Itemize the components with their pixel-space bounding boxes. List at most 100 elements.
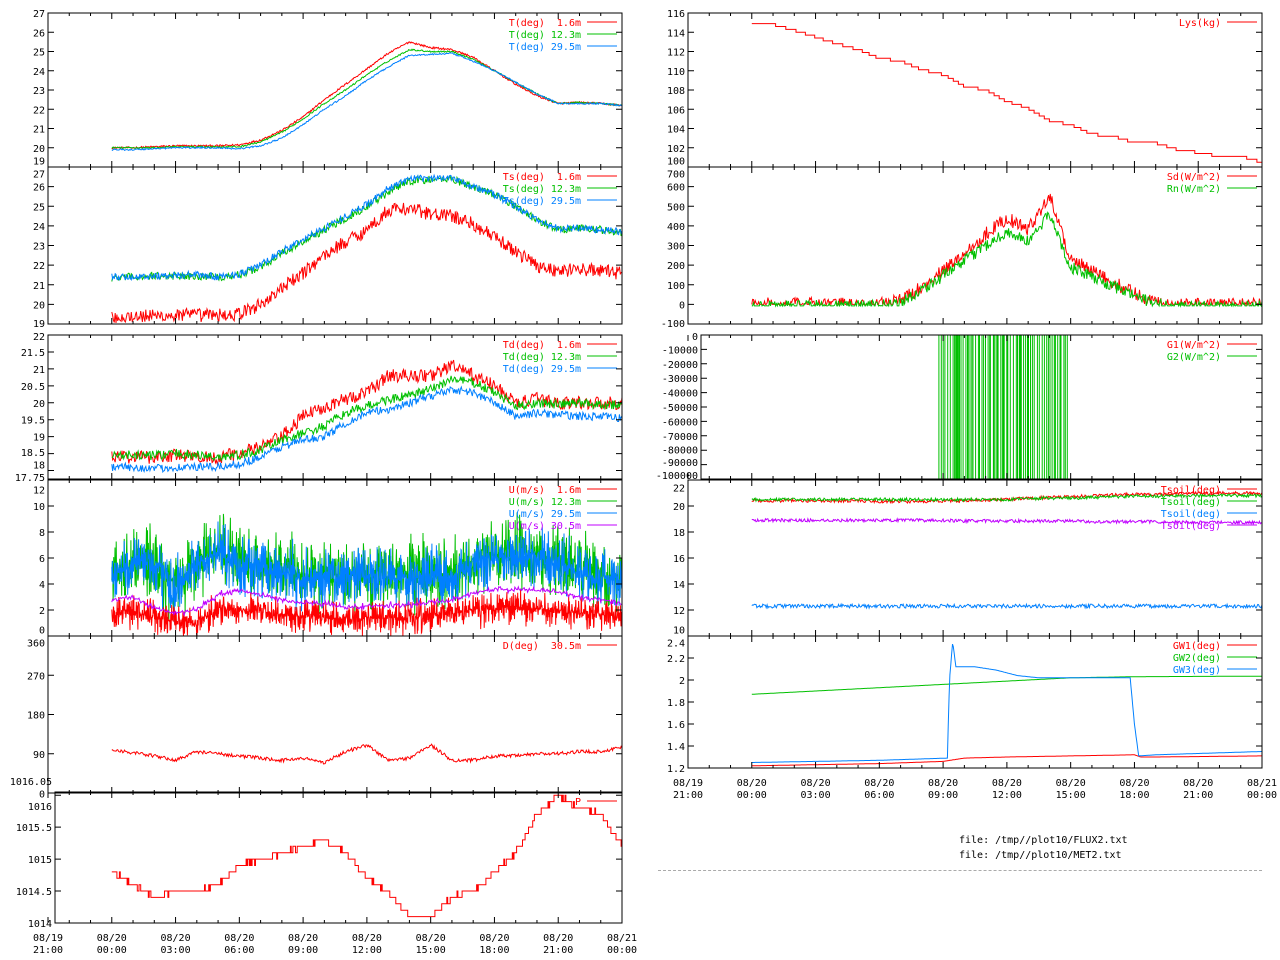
y-tick-label: 180 xyxy=(27,711,45,722)
x-tick-date: 08/20 xyxy=(992,778,1022,789)
x-tick-time: 03:00 xyxy=(161,945,191,956)
x-tick-time: 00:00 xyxy=(737,790,767,801)
series-line-3 xyxy=(111,52,622,152)
x-tick-time: 12:00 xyxy=(352,945,382,956)
series-group xyxy=(111,41,622,152)
y-tick-label: 0 xyxy=(679,300,685,311)
legend-label: Tsoil(deg) xyxy=(1161,521,1221,532)
y-tick-label: 700 xyxy=(667,169,685,180)
x-tick-time: 00:00 xyxy=(97,945,127,956)
y-tick-label: 110 xyxy=(667,67,685,78)
series-group xyxy=(111,743,622,765)
y-tick-label: 26 xyxy=(33,183,45,194)
x-tick-date: 08/20 xyxy=(543,933,573,944)
x-tick-time: 00:00 xyxy=(1247,790,1277,801)
y-tick-label: 2 xyxy=(679,676,685,687)
series-group xyxy=(751,643,1262,767)
legend-label: U(m/s) 12.3m xyxy=(509,497,581,508)
y-tick-label: 1.2 xyxy=(667,764,685,775)
y-tick-label: 18.5 xyxy=(21,448,45,459)
y-tick-label: 1015.5 xyxy=(16,823,52,834)
plot-frame xyxy=(47,334,623,480)
y-tick-label: -100 xyxy=(661,319,685,330)
y-tick-label: 20 xyxy=(673,502,685,513)
legend-label: Td(deg) 1.6m xyxy=(503,340,581,351)
legend-label: G1(W/m^2) xyxy=(1167,340,1221,351)
y-tick-label: 19 xyxy=(33,319,45,330)
y-tick-label: -100000 xyxy=(656,471,698,482)
x-tick-time: 18:00 xyxy=(1119,790,1149,801)
y-tick-label: 1.6 xyxy=(667,720,685,731)
legend-label: P xyxy=(575,797,581,808)
x-tick-date: 08/20 xyxy=(928,778,958,789)
y-tick-label: 1014.5 xyxy=(16,887,52,898)
y-tick-label: 8 xyxy=(39,528,45,539)
series-group xyxy=(751,193,1262,308)
x-tick-time: 03:00 xyxy=(801,790,831,801)
y-tick-label: 27 xyxy=(33,9,45,20)
x-tick-date: 08/20 xyxy=(1056,778,1086,789)
x-tick-date: 08/20 xyxy=(288,933,318,944)
y-tick-label: -80000 xyxy=(662,446,698,457)
y-tick-label: 23 xyxy=(33,86,45,97)
y-tick-label: 270 xyxy=(27,671,45,682)
series-line-3 xyxy=(111,589,622,636)
legend-label: U(m/s) 1.6m xyxy=(509,485,581,496)
y-tick-label: 20 xyxy=(33,300,45,311)
y-tick-label: 25 xyxy=(33,48,45,59)
y-tick-label: 19.5 xyxy=(21,416,45,427)
legend-label: U(m/s) 29.5m xyxy=(509,509,581,520)
y-tick-label: 108 xyxy=(667,86,685,97)
y-tick-label: -20000 xyxy=(662,360,698,371)
x-tick-date: 08/21 xyxy=(1247,778,1277,789)
series-line-1 xyxy=(751,754,1262,767)
y-tick-label: 500 xyxy=(667,202,685,213)
y-tick-label: 90 xyxy=(33,750,45,761)
legend-label: U(m/s) 30.5m xyxy=(509,521,581,532)
y-tick-label: 1016.05 xyxy=(10,777,52,788)
y-tick-label: 18 xyxy=(673,528,685,539)
y-tick-label: 100 xyxy=(667,281,685,292)
series-line-3 xyxy=(111,385,622,474)
legend-label: Rn(W/m^2) xyxy=(1167,184,1221,195)
series-line-3 xyxy=(751,643,1262,763)
x-tick-date: 08/19 xyxy=(33,933,63,944)
legend-label: Ts(deg) 12.3m xyxy=(503,184,581,195)
series-group xyxy=(751,23,1262,163)
y-tick-label: 22 xyxy=(673,483,685,494)
y-tick-label: 21 xyxy=(33,125,45,136)
series-line-1 xyxy=(751,193,1262,307)
y-tick-label: 600 xyxy=(667,183,685,194)
panel-radiation: -100 0 100 200 300 400 500 600 700 Sd(W/m^2)Rn(W/… xyxy=(661,166,1263,330)
y-tick-label: 17.75 xyxy=(15,473,45,484)
y-tick-label: 104 xyxy=(667,125,685,136)
y-tick-label: 20 xyxy=(33,144,45,155)
x-tick-time: 21:00 xyxy=(1183,790,1213,801)
series-group xyxy=(111,173,622,324)
x-tick-time: 09:00 xyxy=(928,790,958,801)
y-tick-label: -40000 xyxy=(662,389,698,400)
y-tick-label: 18 xyxy=(33,461,45,472)
x-tick-time: 06:00 xyxy=(864,790,894,801)
y-tick-label: 200 xyxy=(667,261,685,272)
y-tick-label: 1.4 xyxy=(667,742,685,753)
y-tick-label: 21 xyxy=(33,365,45,376)
y-tick-label: 4 xyxy=(39,580,45,591)
legend-label: Tsoil(deg) xyxy=(1161,509,1221,520)
file-path-met: file: /tmp//plot10/MET2.txt xyxy=(959,850,1122,861)
series-line-4 xyxy=(751,517,1262,526)
y-tick-label: 27 xyxy=(33,169,45,180)
plot-frame xyxy=(687,12,1263,168)
x-tick-date: 08/20 xyxy=(479,933,509,944)
legend-label: GW1(deg) xyxy=(1173,641,1221,652)
series-line-3 xyxy=(111,173,622,282)
x-tick-date: 08/21 xyxy=(607,933,637,944)
x-tick-time: 15:00 xyxy=(1056,790,1086,801)
plot-frame xyxy=(47,635,623,794)
panel-ground-heat-flux: -100000-90000-80000-70000-60000-50000-40… xyxy=(656,332,1263,482)
y-tick-label: 400 xyxy=(667,222,685,233)
y-tick-label: 1.8 xyxy=(667,698,685,709)
series-line-2 xyxy=(751,492,1262,503)
